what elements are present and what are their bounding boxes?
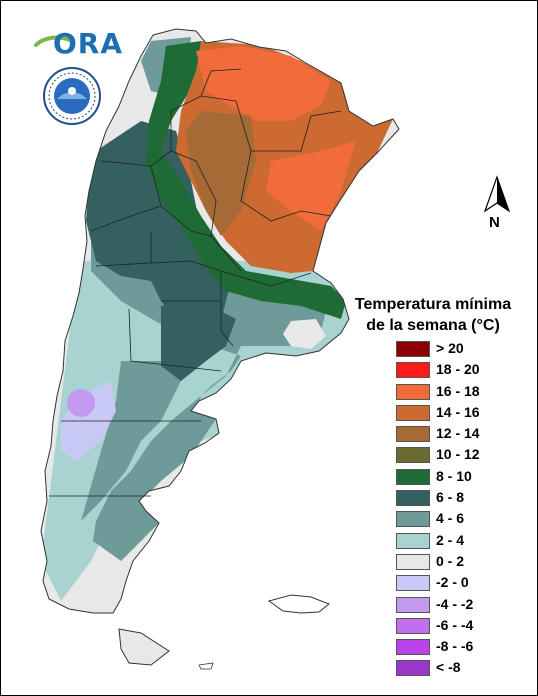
region-16-18b xyxy=(266,141,356,231)
malvinas-islands xyxy=(267,594,330,614)
region-6-8 xyxy=(86,121,231,331)
legend-swatch xyxy=(396,362,430,379)
legend-label: 4 - 6 xyxy=(436,510,465,527)
legend-title: Temperatura mínima de la semana (°C) xyxy=(343,294,523,336)
region-16-18 xyxy=(196,46,331,121)
islets xyxy=(198,662,214,670)
region-8-10 xyxy=(146,41,346,319)
region-6-8b xyxy=(161,301,236,381)
legend-label: 14 - 16 xyxy=(436,403,480,420)
smn-seal-icon xyxy=(43,67,101,125)
legend-title-line2: de la semana (°C) xyxy=(366,317,500,334)
legend-label: -8 - -6 xyxy=(436,638,474,655)
legend-label: -2 - 0 xyxy=(436,574,469,591)
tierra-del-fuego xyxy=(118,628,170,666)
legend-label: 0 - 2 xyxy=(436,552,465,569)
legend-label: 12 - 14 xyxy=(436,425,480,442)
legend-label: 18 - 20 xyxy=(436,361,480,378)
region-12-14 xyxy=(186,111,256,236)
region-4-6b xyxy=(81,361,181,521)
legend-swatch xyxy=(396,532,430,549)
legend-swatch xyxy=(396,447,430,464)
legend-label: -4 - -2 xyxy=(436,595,474,612)
country-outline xyxy=(40,28,400,614)
legend-swatch xyxy=(396,617,430,634)
legend-label: 10 - 12 xyxy=(436,446,480,463)
logo-swoosh-icon xyxy=(34,35,74,47)
legend-swatch xyxy=(396,596,430,613)
legend-label: -6 - -4 xyxy=(436,616,474,633)
legend-swatch xyxy=(396,511,430,528)
legend-label: 16 - 18 xyxy=(436,382,480,399)
legend-label: 6 - 8 xyxy=(436,489,465,506)
region-minus4-minus2 xyxy=(67,389,95,417)
province-boundaries xyxy=(49,68,342,497)
ora-logo: ORA xyxy=(53,27,124,60)
legend-swatch xyxy=(396,490,430,507)
legend-swatch xyxy=(396,553,430,570)
legend-swatch xyxy=(396,341,430,357)
north-arrow-icon xyxy=(483,175,511,213)
legend-swatch xyxy=(396,426,430,443)
legend-title-line1: Temperatura mínima xyxy=(354,296,512,313)
legend-swatch xyxy=(396,639,430,656)
legend-swatch xyxy=(396,383,430,400)
legend-label: > 20 xyxy=(436,340,464,356)
legend-label: 2 - 4 xyxy=(436,531,465,548)
north-label: N xyxy=(489,214,500,231)
legend-label: 8 - 10 xyxy=(436,467,472,484)
legend-swatch xyxy=(396,575,430,592)
legend-swatch xyxy=(396,404,430,421)
legend-label: < -8 xyxy=(436,659,461,676)
legend-swatch xyxy=(396,468,430,485)
legend-swatch xyxy=(396,660,430,677)
region-0-2b xyxy=(283,319,326,349)
